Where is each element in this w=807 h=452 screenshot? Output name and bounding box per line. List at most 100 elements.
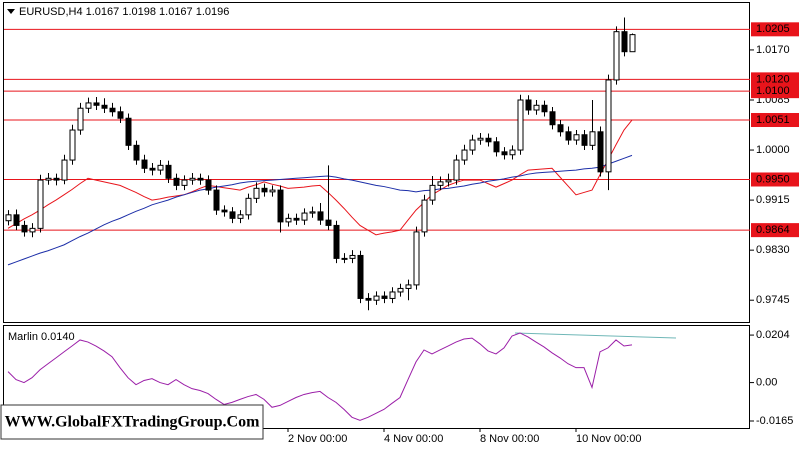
candle-body <box>397 287 404 293</box>
candle-body <box>501 151 508 156</box>
oscillator-title: Marlin 0.0140 <box>8 331 75 343</box>
candle-body <box>61 159 68 181</box>
candle-body <box>533 104 540 111</box>
candle-body <box>453 159 460 181</box>
y-tick-label: 1.0170 <box>756 44 790 56</box>
candle-body <box>301 212 308 221</box>
candle-body <box>37 179 44 229</box>
candle-body <box>133 144 140 161</box>
candle-body <box>237 214 244 219</box>
candle-body <box>245 197 252 216</box>
candle-body <box>565 131 572 141</box>
oscillator-line <box>7 332 633 421</box>
candle-body <box>77 107 84 131</box>
y-tick-label: 0.0204 <box>756 329 790 341</box>
y-tick-label: 0.00 <box>756 376 777 388</box>
moving-average-line <box>7 154 633 266</box>
candle-body <box>13 214 20 226</box>
menu-triangle <box>7 9 15 14</box>
candle-body <box>557 124 564 133</box>
level-label: 0.9950 <box>756 173 790 185</box>
moving-average-line <box>7 119 633 236</box>
candle-body <box>589 131 596 146</box>
candle-body <box>221 209 228 213</box>
candle-body <box>21 224 28 233</box>
candle-body <box>269 189 276 193</box>
candle-body <box>509 149 516 156</box>
candle-body <box>429 184 436 201</box>
candle-body <box>213 189 220 211</box>
candle-body <box>277 189 284 223</box>
candle-body <box>341 257 348 260</box>
candle-body <box>181 179 188 186</box>
candle-body <box>117 111 124 119</box>
level-label-box <box>751 72 799 87</box>
candle-body <box>5 214 12 222</box>
candle-body <box>437 181 444 186</box>
level-label: 1.0205 <box>756 23 790 35</box>
candle-body <box>445 179 452 183</box>
candle-body <box>357 254 364 299</box>
y-tick-label: -0.0165 <box>756 415 793 427</box>
level-label: 1.0120 <box>756 73 790 85</box>
level-label-box <box>751 84 799 99</box>
level-label-box <box>751 113 799 128</box>
candle-body <box>45 177 52 181</box>
candle-body <box>629 34 636 53</box>
candle-body <box>413 231 420 286</box>
y-tick-label: 0.9745 <box>756 294 790 306</box>
candle-body <box>541 104 548 113</box>
candle-body <box>229 211 236 219</box>
x-tick-label: 4 Nov 00:00 <box>384 433 443 445</box>
level-label: 1.0100 <box>756 85 790 97</box>
candle-body <box>613 31 620 81</box>
candle-body <box>205 179 212 191</box>
x-tick-label: 10 Nov 00:00 <box>576 433 641 445</box>
x-tick-label: 8 Nov 00:00 <box>480 433 539 445</box>
candle-body <box>373 295 380 301</box>
divergence-line <box>514 332 677 339</box>
candle-body <box>261 187 268 193</box>
candle-body <box>365 297 372 301</box>
candle-body <box>605 79 612 173</box>
candle-body <box>477 137 484 141</box>
level-label-box <box>751 172 799 187</box>
candle-body <box>85 102 92 109</box>
candle-body <box>149 167 156 171</box>
watermark: WWW.GlobalFXTradingGroup.Com <box>5 414 261 431</box>
candle-body <box>621 31 628 53</box>
candle-body <box>381 295 388 299</box>
level-label: 1.0051 <box>756 114 790 126</box>
candle-body <box>293 217 300 221</box>
candle-body <box>405 284 412 289</box>
candle-body <box>325 219 332 226</box>
candle-body <box>421 199 428 233</box>
candle-body <box>69 129 76 161</box>
level-label-box <box>751 22 799 37</box>
candle-body <box>109 107 116 113</box>
main-layer <box>4 17 750 311</box>
candle-body <box>309 211 316 214</box>
candle-body <box>525 99 532 111</box>
candle-body <box>485 137 492 143</box>
watermark-box <box>0 404 264 440</box>
candle-body <box>469 139 476 151</box>
candle-body <box>549 111 556 126</box>
candle-body <box>101 104 108 109</box>
y-tick-label: 0.9830 <box>756 244 790 256</box>
candle-body <box>141 159 148 169</box>
oscillator-panel-frame <box>3 325 750 429</box>
candle-body <box>29 227 36 233</box>
candle-body <box>165 164 172 179</box>
candle-body <box>517 99 524 151</box>
candle-body <box>461 149 468 161</box>
candle-body <box>93 102 100 106</box>
candle-body <box>173 177 180 186</box>
candle-body <box>317 211 324 221</box>
y-tick-label: 1.0000 <box>756 144 790 156</box>
candle-body <box>53 177 60 181</box>
candle-body <box>493 141 500 153</box>
y-tick-label: 0.9915 <box>756 194 790 206</box>
